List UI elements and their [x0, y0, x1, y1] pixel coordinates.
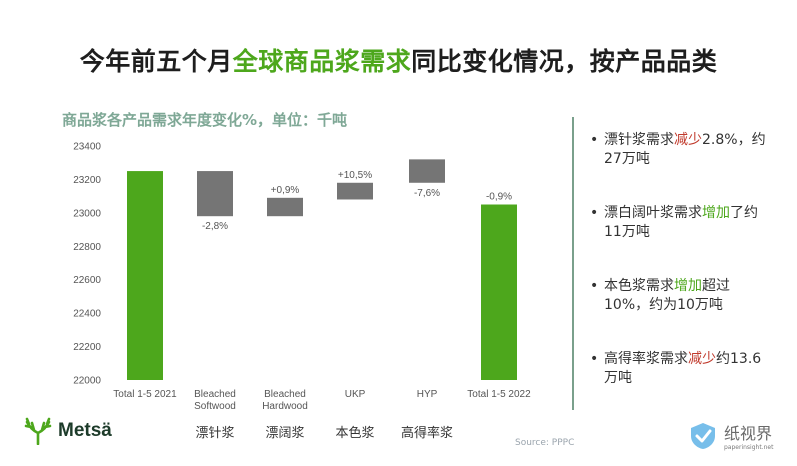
x-tick-label-cn: 本色浆: [335, 425, 374, 441]
title-after: 同比变化情况，按产品品类: [411, 47, 718, 76]
note-fragment: 了约11万吨: [604, 205, 758, 240]
note-fragment: 本色浆需求: [604, 278, 674, 294]
total-bar: [127, 171, 163, 380]
note-fragment: 漂针浆需求: [604, 132, 674, 148]
note-text: 漂针浆需求减少2.8%，约27万吨: [590, 131, 770, 169]
antler-logo-icon: [24, 417, 52, 445]
x-tick-label-cn: 高得率浆: [401, 425, 453, 441]
change-bar: [267, 197, 303, 217]
chart-subtitle: 商品浆各产品需求年度变化%，单位：千吨: [62, 111, 348, 129]
x-tick-label: UKP: [345, 389, 366, 400]
note-fragment: 减少: [688, 351, 716, 367]
note-item: • 漂白阔叶浆需求增加了约11万吨: [590, 204, 770, 242]
y-tick-label: 22400: [73, 309, 101, 320]
note-fragment: 减少: [674, 132, 702, 148]
x-tick-label: Total 1-5 2021: [113, 389, 177, 400]
data-label: -2,8%: [202, 221, 228, 232]
change-bar: [409, 159, 445, 183]
y-tick-label: 23000: [73, 208, 101, 219]
y-tick-label: 22200: [73, 342, 101, 353]
note-fragment: 2.8%，约27万吨: [604, 132, 766, 167]
change-bar: [337, 182, 373, 200]
total-bar: [481, 204, 517, 380]
note-fragment: 约13.6万吨: [604, 351, 762, 386]
y-tick-label: 22000: [73, 376, 101, 387]
watermark-cn: 纸视界: [724, 424, 773, 443]
bullet-icon: •: [590, 132, 599, 148]
y-tick-label: 22800: [73, 242, 101, 253]
data-label: +0,9%: [271, 185, 300, 196]
title-highlight: 全球商品浆需求: [232, 47, 412, 76]
change-bar: [197, 171, 233, 217]
watermark-url: paperinsight.net: [724, 444, 774, 451]
note-item: • 高得率浆需求减少约13.6万吨: [590, 350, 770, 388]
x-tick-label: Bleached: [264, 389, 306, 400]
x-tick-label: Bleached: [194, 389, 236, 400]
y-tick-label: 22600: [73, 275, 101, 286]
bullet-icon: •: [590, 351, 599, 367]
notes-panel: • 漂针浆需求减少2.8%，约27万吨 • 漂白阔叶浆需求增加了约11万吨 • 本色浆需求…: [572, 117, 774, 410]
y-tick-label: 23400: [73, 142, 101, 153]
data-label: -0,9%: [486, 192, 512, 203]
title-before: 今年前五个月: [79, 47, 233, 76]
note-text: 漂白阔叶浆需求增加了约11万吨: [590, 204, 770, 242]
x-tick-label-cn: 漂针浆: [195, 425, 234, 441]
note-fragment: 增加: [674, 278, 702, 294]
data-label: +10,5%: [338, 170, 372, 181]
note-fragment: 高得率浆需求: [604, 351, 688, 367]
metsa-logo: Metsä: [22, 414, 112, 448]
note-item: • 漂针浆需求减少2.8%，约27万吨: [590, 131, 770, 169]
bullet-icon: •: [590, 278, 599, 294]
x-tick-label: Total 1-5 2022: [467, 389, 531, 400]
note-fragment: 漂白阔叶浆需求: [604, 205, 702, 221]
note-item: • 本色浆需求增加超过10%，约为10万吨: [590, 277, 770, 315]
data-label: -7,6%: [414, 188, 440, 199]
page-title: 今年前五个月全球商品浆需求同比变化情况，按产品品类: [0, 42, 797, 78]
source-note: Source: PPPC: [515, 438, 575, 448]
note-fragment: 增加: [702, 205, 730, 221]
x-tick-label: HYP: [417, 389, 438, 400]
y-tick-label: 23200: [73, 175, 101, 186]
note-text: 本色浆需求增加超过10%，约为10万吨: [590, 277, 770, 315]
waterfall-chart: 22000 22200 22400 22600 22800 23000 23200 23400…: [73, 142, 531, 442]
logo-name: Metsä: [58, 420, 112, 441]
x-tick-label-cn: 漂阔浆: [265, 425, 304, 441]
note-fragment: 超过10%，约为10万吨: [604, 278, 730, 313]
x-tick-label: Softwood: [194, 401, 236, 412]
watermark: 纸视界 paperinsight.net: [688, 420, 773, 451]
bullet-icon: •: [590, 205, 599, 221]
note-text: 高得率浆需求减少约13.6万吨: [590, 350, 770, 388]
checkmark-shield-icon: [691, 422, 715, 449]
x-tick-label: Hardwood: [262, 401, 308, 412]
